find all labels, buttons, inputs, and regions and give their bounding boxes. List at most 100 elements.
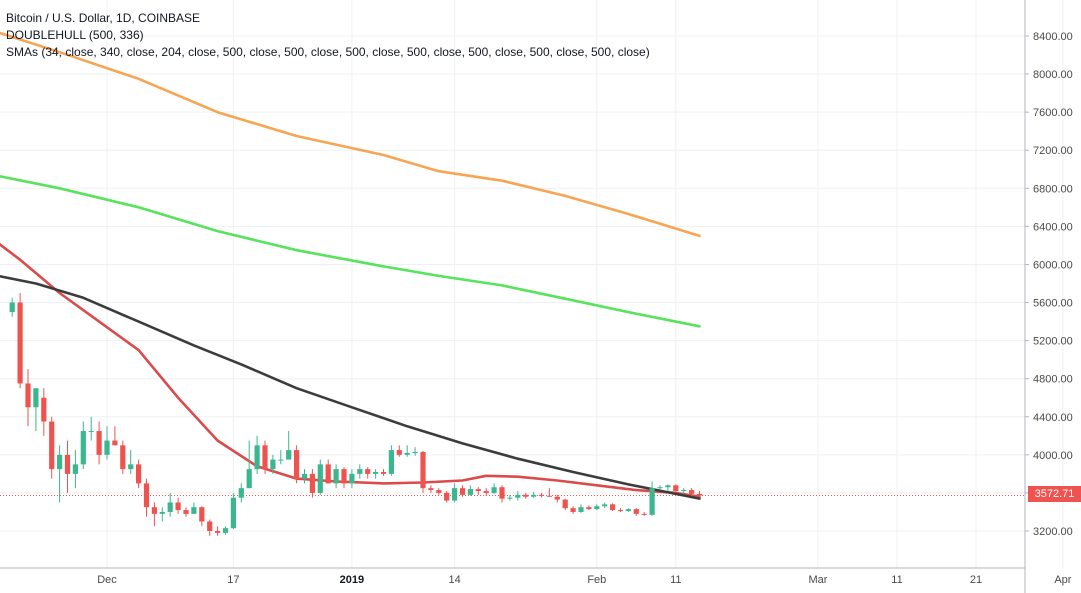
candle (428, 485, 434, 493)
candle (254, 435, 260, 474)
candle (64, 440, 71, 493)
candle-body (120, 445, 126, 470)
indicator-line-3 (0, 242, 701, 499)
candle (420, 451, 426, 493)
candle (657, 485, 663, 490)
indicator-lines (0, 31, 701, 500)
legend-smas[interactable]: SMAs (34, close, 340, close, 204, close,… (6, 45, 650, 59)
candle-body (641, 513, 647, 515)
candle-body (159, 511, 165, 514)
candle-body (436, 490, 442, 493)
candle-body (175, 502, 181, 511)
candle-body (499, 487, 505, 499)
candle-body (222, 528, 229, 533)
x-tick-label: 2019 (340, 574, 364, 586)
candle (199, 506, 205, 527)
y-tick-label: 6000.00 (1033, 259, 1073, 271)
candle (649, 481, 655, 516)
candle-body (270, 459, 276, 470)
candle (483, 488, 489, 496)
candle (673, 484, 679, 493)
indicator-line-4 (0, 274, 701, 500)
candle (357, 464, 363, 479)
candle (388, 445, 394, 476)
y-tick-label: 4800.00 (1033, 374, 1073, 386)
candle-body (373, 471, 379, 474)
candle (436, 488, 442, 495)
candle-body (167, 502, 173, 512)
candle-body (388, 450, 394, 474)
candle-body (562, 499, 568, 509)
candle-body (33, 388, 39, 408)
candle (633, 508, 639, 516)
candle-body (696, 493, 703, 496)
candle (88, 416, 94, 441)
candle-body (80, 431, 86, 465)
candle-body (357, 469, 363, 474)
candle (696, 491, 703, 497)
candle-body (238, 488, 244, 498)
candle-body (586, 507, 592, 510)
candle-body (25, 383, 31, 408)
candle-body (17, 302, 23, 384)
legend-doublehull[interactable]: DOUBLEHULL (500, 336) (6, 28, 144, 42)
candle (341, 467, 347, 489)
candle (57, 445, 63, 503)
y-tick-label: 5600.00 (1033, 298, 1073, 310)
candle (104, 426, 110, 460)
candle (491, 483, 497, 494)
candles (9, 293, 703, 536)
indicator-line-1 (0, 31, 701, 238)
candle (499, 485, 505, 503)
candle (25, 369, 31, 427)
candle-body (309, 473, 315, 493)
candle-body (49, 421, 55, 470)
candle-body (246, 469, 252, 489)
candle (80, 421, 86, 470)
x-tick-label: Apr (1054, 574, 1071, 586)
candle (554, 494, 560, 503)
candle (404, 445, 410, 457)
indicator-line-2 (0, 174, 701, 328)
candle (349, 469, 355, 489)
candle-body (88, 431, 94, 433)
candle (641, 511, 647, 516)
candle-body (554, 496, 560, 500)
candle (183, 507, 189, 517)
candle (625, 508, 631, 512)
candle (159, 507, 165, 522)
candle-body (57, 454, 63, 470)
candle (681, 488, 687, 494)
candle (594, 504, 600, 511)
x-tick-label: 17 (227, 574, 239, 586)
candle-body (475, 489, 481, 492)
candle (215, 526, 221, 536)
candle-body (72, 464, 78, 474)
candle-body (136, 464, 142, 484)
candle (507, 494, 513, 501)
candle (191, 502, 197, 514)
candle-body (191, 507, 197, 514)
y-tick-label: 7200.00 (1033, 145, 1073, 157)
candle-body (64, 454, 71, 474)
legend-symbol[interactable]: Bitcoin / U.S. Dollar, 1D, COINBASE (6, 11, 201, 25)
candle (523, 492, 529, 499)
y-tick-label: 4000.00 (1033, 450, 1073, 462)
candle (689, 488, 695, 496)
candle (475, 487, 481, 495)
candle-body (428, 488, 434, 491)
candle (531, 491, 537, 498)
candle-body (365, 469, 371, 474)
candle (120, 440, 126, 474)
candle-body (546, 495, 552, 497)
candle (96, 421, 102, 465)
y-tick-label: 7600.00 (1033, 107, 1073, 119)
candle-body (207, 521, 213, 531)
candle-body (396, 450, 402, 455)
candle (294, 445, 300, 484)
candle-body (183, 510, 189, 514)
candle-body (286, 450, 292, 460)
x-tick-label: 11 (670, 574, 681, 586)
